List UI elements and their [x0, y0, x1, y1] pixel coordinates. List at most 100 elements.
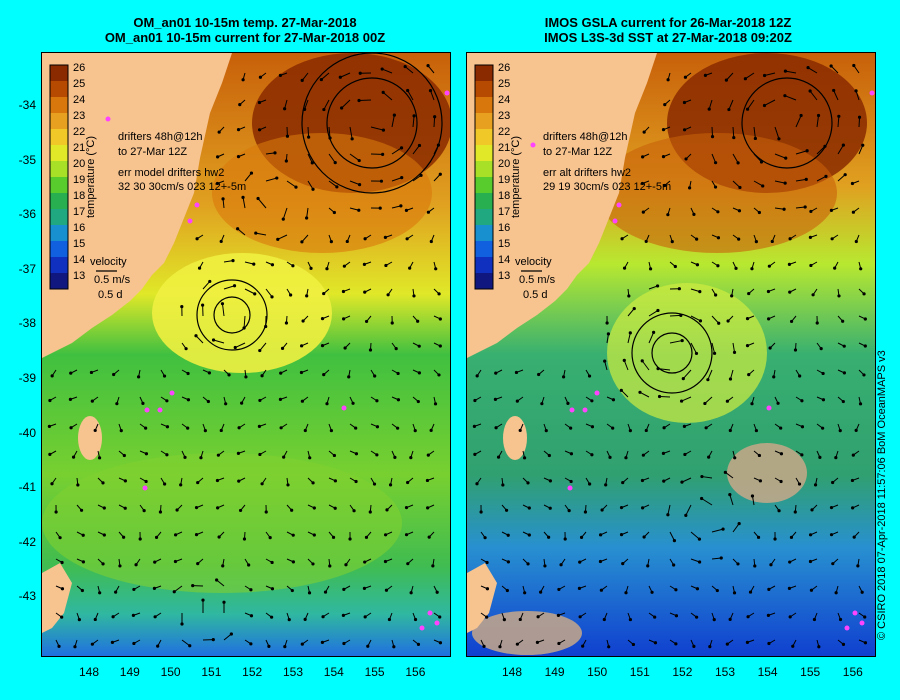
longitude-label: 152	[242, 665, 263, 679]
current-vector-head	[131, 613, 136, 617]
current-vector-head	[429, 239, 433, 244]
current-vector-head	[732, 135, 736, 140]
current-vector-head	[425, 478, 430, 483]
current-vector-head	[607, 645, 611, 649]
current-vector-head	[220, 302, 225, 306]
left-map-panel: 26 25 24 23 22 21 20 19 18 17 16 15 14 13 temperature…	[41, 52, 451, 657]
current-vector	[404, 66, 414, 74]
current-vector-head	[417, 143, 422, 148]
current-vector-head	[194, 334, 198, 338]
current-vector-head	[437, 292, 441, 296]
current-vector-head	[602, 617, 606, 622]
current-vector-head	[101, 481, 105, 485]
longitude-label: 150	[160, 665, 181, 679]
latitude-label: -37	[18, 261, 36, 276]
current-vector-head	[163, 482, 167, 486]
current-vector-head	[312, 506, 316, 510]
current-vector-head	[557, 587, 561, 592]
current-vector-head	[328, 564, 332, 568]
current-vector-head	[110, 640, 115, 644]
current-vector-head	[829, 64, 833, 68]
current-vector-head	[232, 284, 237, 288]
current-vector-head	[194, 533, 199, 537]
current-vector-head	[727, 107, 731, 112]
current-vector	[304, 99, 309, 110]
current-vector-head	[734, 266, 738, 270]
current-vector-head	[756, 535, 761, 539]
colorbar-swatch	[475, 65, 493, 81]
colorbar-swatch	[50, 65, 68, 81]
current-vector-head	[670, 240, 674, 244]
current-vector-head	[270, 560, 274, 565]
current-vector-head	[738, 185, 742, 190]
current-vector-head	[824, 174, 828, 178]
current-vector-head	[677, 287, 681, 291]
current-vector-head	[758, 479, 762, 483]
current-vector-head	[482, 644, 486, 648]
current-vector	[728, 99, 734, 110]
current-vector-head	[695, 615, 699, 619]
current-vector-head	[680, 338, 684, 343]
current-vector-head	[620, 237, 624, 241]
current-vector	[359, 99, 372, 102]
current-vector-head	[60, 560, 64, 565]
current-vector-head	[331, 535, 336, 539]
current-vector-head	[475, 482, 479, 486]
current-vector-head	[695, 263, 700, 267]
current-vector-head	[712, 618, 716, 622]
current-vector-head	[777, 137, 781, 141]
current-vector	[667, 504, 671, 515]
current-vector-head	[646, 564, 650, 568]
current-vector-head	[342, 641, 346, 646]
current-vector-head	[854, 239, 858, 244]
current-vector-head	[322, 372, 326, 377]
current-vector-head	[485, 587, 490, 591]
current-vector-head	[197, 266, 202, 270]
current-vector-head	[672, 539, 677, 543]
current-vector-head	[403, 64, 407, 69]
current-vector-head	[578, 615, 582, 619]
current-vector-head	[627, 294, 631, 298]
colorbar-swatch	[475, 81, 493, 97]
current-vector-head	[399, 146, 404, 150]
current-vector-head	[221, 564, 225, 568]
current-vector-head	[385, 508, 389, 512]
current-vector-head	[788, 237, 792, 241]
current-vector-head	[270, 263, 275, 267]
current-vector-head	[352, 509, 356, 513]
current-vector-head	[77, 617, 81, 622]
current-vector-head	[219, 239, 223, 244]
current-vector	[195, 335, 204, 344]
current-vector	[341, 99, 351, 109]
current-vector-head	[578, 560, 582, 564]
current-vector-head	[123, 479, 127, 483]
current-vector-head	[247, 563, 251, 567]
current-vector-head	[728, 428, 732, 433]
current-vector-head	[648, 267, 653, 271]
current-vector-head	[515, 399, 519, 403]
current-vector-head	[479, 510, 483, 514]
current-vector-head	[375, 425, 380, 429]
current-vector-head	[750, 402, 754, 406]
longitude-label: 152	[672, 665, 693, 679]
current-vector-head	[832, 88, 836, 93]
current-vector	[858, 117, 861, 128]
current-vector	[259, 342, 267, 351]
current-vector-head	[174, 533, 178, 537]
current-vector-head	[526, 562, 530, 566]
current-vector-head	[203, 428, 207, 433]
current-vector-head	[244, 375, 248, 379]
current-vector-head	[800, 399, 804, 403]
current-vector-head	[799, 113, 803, 118]
current-vector	[816, 115, 820, 128]
current-vector-head	[373, 374, 377, 378]
current-vector-head	[662, 479, 666, 483]
current-vector-head	[216, 506, 220, 510]
current-vector	[681, 477, 692, 483]
left-title-line1: OM_an01 10-15m temp. 27-Mar-2018	[133, 15, 357, 30]
current-vector-head	[347, 375, 351, 379]
current-vector-head	[526, 481, 530, 485]
current-vector-head	[715, 588, 719, 593]
current-vector-head	[305, 294, 309, 298]
current-vector-head	[342, 264, 346, 268]
